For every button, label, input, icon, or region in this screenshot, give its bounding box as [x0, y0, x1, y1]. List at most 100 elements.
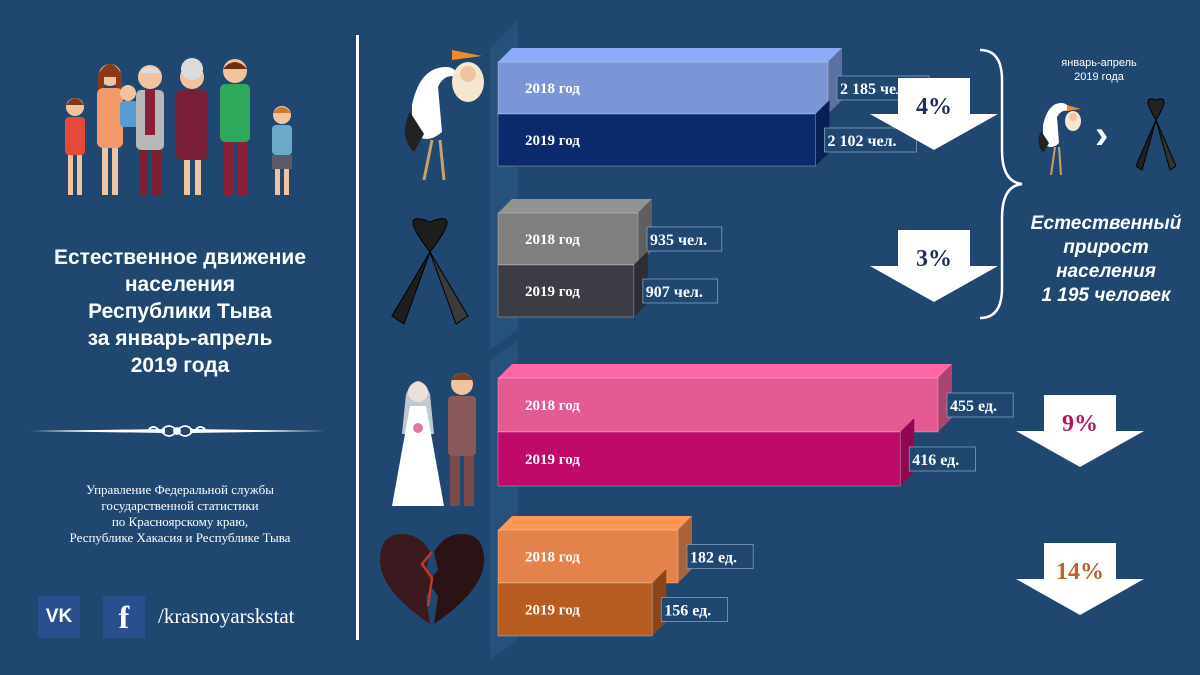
change-percent-label: 3% [916, 246, 952, 272]
groom-leg [450, 456, 460, 506]
bar-year-label: 2019 год [525, 133, 580, 149]
bar [497, 529, 679, 584]
value-label: 907 чел. [646, 284, 703, 301]
grandmother-figure [176, 58, 208, 195]
bar [497, 431, 901, 487]
bar-top-face [498, 48, 842, 62]
period-caption: январь-апрель 2019 года [1035, 56, 1163, 84]
facebook-icon[interactable]: f [103, 596, 145, 638]
groom-hair [451, 373, 473, 380]
stork-icon [404, 50, 484, 181]
change-percent-label: 9% [1062, 411, 1098, 437]
bar-group-divorces: 2018 год 182 ед. 2019 год 156 ед. 14% [497, 516, 1144, 637]
period-line: 2019 года [1074, 71, 1124, 83]
title-line: населения [124, 273, 236, 296]
natural-growth-label: Естественный прирост населения 1 195 чел… [1012, 212, 1200, 308]
title-line: за январь-апрель [87, 327, 273, 350]
title-line: 2019 года [130, 354, 230, 377]
girl-figure [65, 98, 85, 195]
bar-top-face [498, 199, 652, 213]
bar-year-label: 2018 год [525, 398, 580, 414]
value-label: 182 ед. [690, 550, 737, 567]
groom-jacket [448, 396, 476, 456]
growth-line: Естественный [1030, 213, 1182, 234]
title-line: Естественное движение [53, 246, 307, 269]
stork-leg [422, 139, 434, 181]
groom-leg [464, 456, 474, 506]
child-on-arm-figure [120, 85, 138, 127]
bar-year-label: 2018 год [525, 550, 580, 566]
org-line: Управление Федеральной службы [86, 482, 274, 497]
baby-face [460, 66, 476, 82]
heart-left [380, 534, 436, 624]
stork-body [412, 67, 458, 139]
bride-bouquet [413, 423, 423, 433]
father-figure [220, 59, 250, 195]
ribbon-left [391, 218, 448, 325]
bar-year-label: 2019 год [525, 603, 580, 619]
value-label-box [660, 597, 728, 622]
value-label-box [824, 127, 917, 153]
value-label-box [908, 446, 976, 472]
bar-year-label: 2018 год [525, 81, 580, 97]
value-label: 416 ед. [912, 452, 959, 469]
vertical-divider [356, 35, 359, 640]
ribbon-right [429, 251, 469, 325]
value-label: 2 102 чел. [827, 133, 896, 150]
wedding-couple-icon [392, 373, 476, 506]
organization-credit: Управление Федеральной службы государств… [35, 482, 325, 546]
value-label: 935 чел. [650, 232, 707, 249]
grandfather-figure [136, 65, 164, 195]
change-arrow [870, 78, 998, 150]
growth-line: прирост [1063, 237, 1149, 258]
bar [497, 264, 635, 318]
curly-brace [979, 48, 1023, 320]
bar-year-label: 2018 год [525, 232, 580, 248]
growth-line: населения [1056, 261, 1156, 282]
org-line: по Красноярскому краю, [111, 514, 249, 529]
value-label: 2 185 чел. [840, 81, 909, 98]
bar [497, 582, 653, 637]
value-label: 455 ед. [950, 398, 997, 415]
social-handle-link[interactable]: /krasnoyarskstat [158, 604, 295, 628]
value-label: 156 ед. [664, 603, 711, 620]
heart-right [428, 534, 484, 624]
change-percent-label: 14% [1056, 559, 1104, 585]
org-line: государственной статистики [101, 498, 259, 513]
change-arrow [1016, 543, 1144, 615]
bride-dress [392, 406, 444, 506]
value-label-box [946, 392, 1014, 418]
vk-icon[interactable]: VK [38, 596, 80, 638]
value-label-box [686, 544, 754, 569]
org-line: Республике Хакасия и Республике Тыва [69, 530, 291, 545]
value-label-box [646, 226, 723, 252]
value-label-box [642, 278, 719, 304]
bar-group-deaths: 2018 год 935 чел. 2019 год 907 чел. 3% [497, 199, 998, 318]
bar [497, 113, 816, 167]
title-line: Республики Тыва [88, 300, 272, 323]
mother-figure [97, 64, 123, 195]
heart-crack [420, 551, 434, 607]
change-arrow [1016, 395, 1144, 467]
bar-year-label: 2019 год [525, 452, 580, 468]
broken-heart-icon [380, 534, 484, 624]
change-percent-label: 4% [916, 94, 952, 120]
bar-top-face [498, 516, 692, 530]
stork-leg [438, 139, 446, 181]
stork-beak [452, 50, 482, 60]
mourning-ribbon-icon [391, 218, 469, 325]
boy-figure [272, 106, 292, 195]
bar [497, 61, 829, 115]
small-ribbon-icon [1136, 98, 1176, 171]
bar [497, 212, 639, 266]
growth-line: 1 195 человек [1041, 285, 1171, 306]
stork-wing [404, 112, 424, 152]
period-line: январь-апрель [1061, 57, 1137, 69]
bar-year-label: 2019 год [525, 284, 580, 300]
ornament-divider [30, 425, 325, 437]
page-title: Естественное движение населения Республи… [20, 244, 340, 379]
bar [497, 377, 939, 433]
change-arrow [870, 230, 998, 302]
